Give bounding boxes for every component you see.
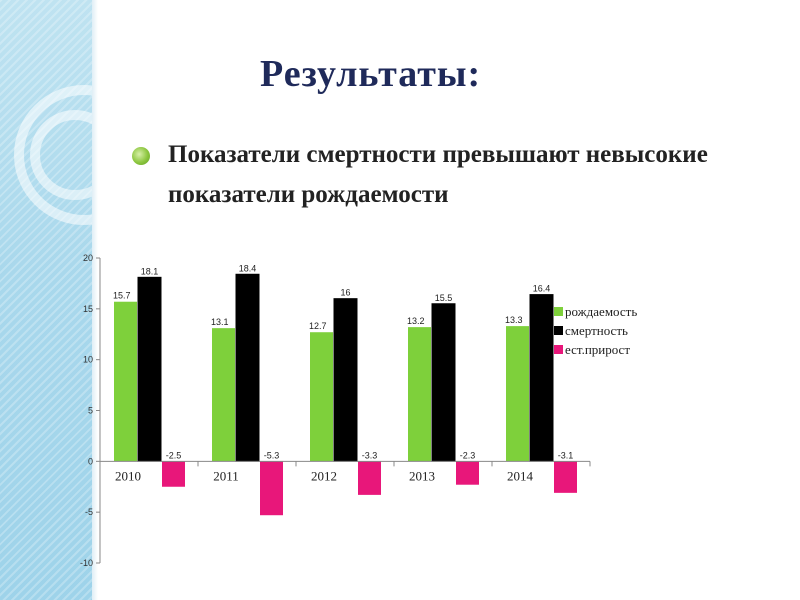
x-tick-label: 2013 — [409, 468, 435, 483]
bar-смертность-2014 — [529, 294, 554, 462]
data-label: -2.5 — [166, 450, 182, 460]
data-label: -2.3 — [460, 450, 476, 460]
slide-title: Результаты: — [260, 53, 482, 95]
bar-естприрост-2012 — [358, 461, 381, 495]
bar-естприрост-2014 — [554, 461, 577, 493]
bar-рождаемость-2013 — [408, 327, 431, 462]
decorative-side-panel — [0, 0, 92, 600]
data-label: 18.4 — [239, 263, 257, 273]
x-tick-label: 2014 — [507, 468, 534, 483]
bullet-dot-icon — [132, 147, 150, 165]
data-label: 12.7 — [309, 321, 327, 331]
bullet-text: Показатели смертности превышают невысоки… — [168, 141, 708, 208]
bar-рождаемость-2011 — [212, 328, 235, 462]
bar-смертность-2012 — [333, 298, 358, 462]
bar-рождаемость-2010 — [114, 301, 137, 462]
data-label: 15.7 — [113, 291, 131, 301]
data-label: -3.1 — [558, 450, 574, 460]
y-tick-label: -10 — [80, 558, 93, 568]
y-tick-label: -5 — [85, 507, 93, 517]
y-tick-label: 20 — [83, 253, 93, 263]
x-tick-label: 2012 — [311, 468, 337, 483]
bar-смертность-2010 — [137, 276, 162, 462]
data-label: -3.3 — [362, 450, 378, 460]
legend-swatch-2 — [554, 345, 563, 354]
y-tick-label: 5 — [88, 406, 93, 416]
legend-label-2: ест.прирост — [565, 342, 630, 357]
side-divider — [92, 0, 98, 600]
bar-chart: -10 -5 0 5 10 15 20 15.7 18.1 -2.5 2010 13.1 18.4 -5.… — [80, 253, 637, 568]
bar-естприрост-2010 — [162, 461, 185, 487]
x-tick-label: 2010 — [115, 468, 141, 483]
legend-label-1: смертность — [565, 323, 628, 338]
bar-рождаемость-2014 — [506, 326, 529, 462]
y-tick-label: 0 — [88, 456, 93, 466]
x-tick-label: 2011 — [213, 468, 239, 483]
bar-рождаемость-2012 — [310, 332, 333, 462]
bar-смертность-2011 — [235, 273, 260, 462]
y-tick-label: 10 — [83, 355, 93, 365]
bar-естприрост-2013 — [456, 461, 479, 485]
data-label: 18.1 — [141, 266, 159, 276]
legend-label-0: рождаемость — [565, 304, 637, 319]
data-label: 16 — [340, 288, 350, 298]
data-label: 15.5 — [435, 293, 453, 303]
legend-swatch-0 — [554, 307, 563, 316]
bar-смертность-2013 — [431, 303, 456, 462]
data-label: 13.1 — [211, 317, 229, 327]
data-label: 16.4 — [533, 284, 551, 294]
bar-естприрост-2011 — [260, 461, 283, 516]
legend-swatch-1 — [554, 326, 563, 335]
data-label: -5.3 — [264, 450, 280, 460]
y-tick-label: 15 — [83, 304, 93, 314]
decorative-ring-small — [30, 110, 92, 200]
data-label: 13.2 — [407, 316, 425, 326]
data-label: 13.3 — [505, 315, 523, 325]
